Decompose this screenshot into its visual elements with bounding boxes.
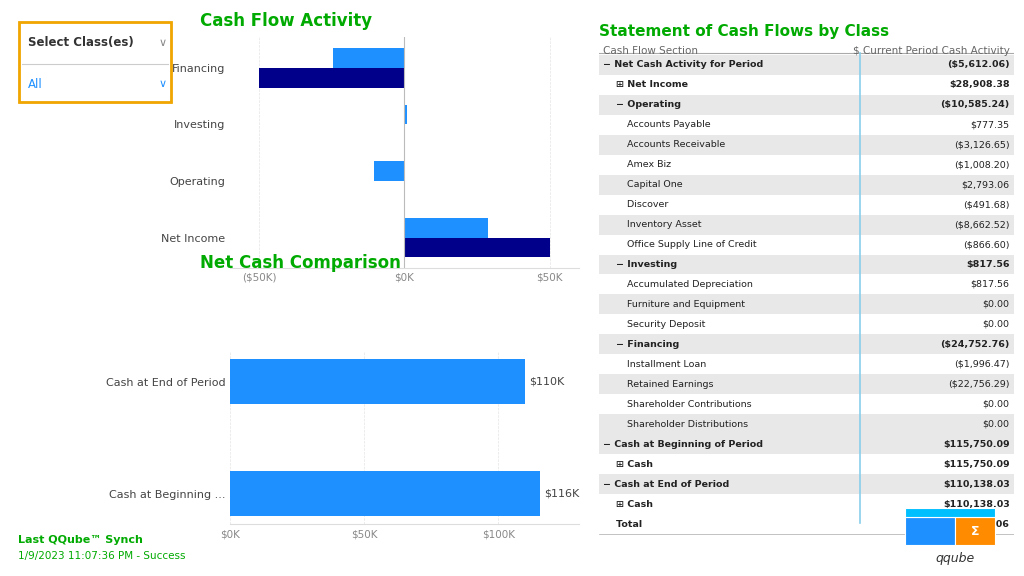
Text: ($24,752.76): ($24,752.76) xyxy=(940,340,1010,349)
Text: 1/9/2023 11:07:36 PM - Success: 1/9/2023 11:07:36 PM - Success xyxy=(18,551,186,560)
Text: $777.35: $777.35 xyxy=(971,120,1010,129)
Text: Shareholder Contributions: Shareholder Contributions xyxy=(603,400,752,409)
Text: $0.00: $0.00 xyxy=(983,320,1010,329)
Bar xyxy=(230,359,525,404)
Bar xyxy=(599,474,1014,494)
Text: Accounts Payable: Accounts Payable xyxy=(603,120,711,129)
Text: − Financing: − Financing xyxy=(603,340,680,349)
Text: ($1,008.20): ($1,008.20) xyxy=(954,160,1010,169)
Text: $0.00: $0.00 xyxy=(983,400,1010,409)
Text: Σ: Σ xyxy=(971,525,979,539)
Text: − Net Cash Activity for Period: − Net Cash Activity for Period xyxy=(603,60,764,69)
Text: $817.56: $817.56 xyxy=(971,280,1010,289)
Bar xyxy=(599,414,1014,434)
Text: ⊞ Cash: ⊞ Cash xyxy=(603,460,653,469)
Text: $817.56: $817.56 xyxy=(966,260,1010,269)
Text: Amex Biz: Amex Biz xyxy=(603,160,672,169)
Text: Retained Earnings: Retained Earnings xyxy=(603,380,714,389)
Text: Select Class(es): Select Class(es) xyxy=(28,36,134,49)
Text: $220,276.06: $220,276.06 xyxy=(943,520,1010,529)
Text: $116K: $116K xyxy=(545,489,580,499)
Bar xyxy=(374,161,404,181)
Bar xyxy=(599,95,1014,115)
Text: ($10,585.24): ($10,585.24) xyxy=(940,100,1010,109)
Bar xyxy=(333,48,404,68)
Text: Furniture and Equipment: Furniture and Equipment xyxy=(603,300,745,309)
Text: Last QQube™ Synch: Last QQube™ Synch xyxy=(18,535,143,544)
Text: − Cash at End of Period: − Cash at End of Period xyxy=(603,480,729,488)
Bar xyxy=(404,237,550,257)
Bar xyxy=(599,155,1014,175)
Bar xyxy=(599,234,1014,255)
Text: ($1,996.47): ($1,996.47) xyxy=(954,360,1010,369)
Text: Installment Loan: Installment Loan xyxy=(603,360,707,369)
Text: $115,750.09: $115,750.09 xyxy=(943,439,1010,449)
Text: Total: Total xyxy=(603,520,642,529)
Bar xyxy=(599,75,1014,95)
Bar xyxy=(599,454,1014,474)
Text: $110K: $110K xyxy=(529,377,564,386)
Bar xyxy=(599,255,1014,275)
Text: ($8,662.52): ($8,662.52) xyxy=(954,220,1010,229)
Text: ∨: ∨ xyxy=(159,79,167,89)
Text: Office Supply Line of Credit: Office Supply Line of Credit xyxy=(603,240,757,249)
Bar xyxy=(599,294,1014,314)
Text: ($866.60): ($866.60) xyxy=(964,240,1010,249)
Bar xyxy=(599,314,1014,335)
Text: ($22,756.29): ($22,756.29) xyxy=(948,380,1010,389)
Bar xyxy=(599,394,1014,414)
Text: Security Deposit: Security Deposit xyxy=(603,320,706,329)
Text: ($3,126.65): ($3,126.65) xyxy=(954,140,1010,149)
Text: Cash Flow Section: Cash Flow Section xyxy=(603,46,698,56)
Text: Shareholder Distributions: Shareholder Distributions xyxy=(603,420,749,429)
Bar xyxy=(599,115,1014,135)
Text: ⊞ Net Income: ⊞ Net Income xyxy=(603,80,688,89)
Bar xyxy=(905,517,954,545)
Text: Accounts Receivable: Accounts Receivable xyxy=(603,140,725,149)
Text: Inventory Asset: Inventory Asset xyxy=(603,220,701,229)
Text: Discover: Discover xyxy=(603,200,669,209)
Text: $2,793.06: $2,793.06 xyxy=(962,180,1010,189)
Bar xyxy=(599,494,1014,514)
Bar xyxy=(599,354,1014,374)
Bar xyxy=(599,275,1014,294)
Bar xyxy=(599,175,1014,195)
Text: Cash Flow Activity: Cash Flow Activity xyxy=(200,12,372,30)
Bar xyxy=(905,508,995,517)
Text: − Operating: − Operating xyxy=(603,100,681,109)
Text: All: All xyxy=(28,78,43,91)
Text: ($5,612.06): ($5,612.06) xyxy=(947,60,1010,69)
Text: $28,908.38: $28,908.38 xyxy=(949,80,1010,89)
Text: ($491.68): ($491.68) xyxy=(964,200,1010,209)
Bar xyxy=(599,374,1014,394)
Text: $0.00: $0.00 xyxy=(983,420,1010,429)
FancyBboxPatch shape xyxy=(18,22,171,102)
Text: $115,750.09: $115,750.09 xyxy=(943,460,1010,469)
Text: ∨: ∨ xyxy=(159,37,167,48)
Text: $0.00: $0.00 xyxy=(983,300,1010,309)
Text: Net Cash Comparison: Net Cash Comparison xyxy=(200,254,400,272)
Bar xyxy=(259,68,404,88)
Text: Accumulated Depreciation: Accumulated Depreciation xyxy=(603,280,753,289)
Bar xyxy=(599,215,1014,234)
Text: $110,138.03: $110,138.03 xyxy=(943,499,1010,509)
Text: qqube: qqube xyxy=(935,552,975,565)
Text: − Investing: − Investing xyxy=(603,260,677,269)
Text: Capital One: Capital One xyxy=(603,180,683,189)
Text: $110,138.03: $110,138.03 xyxy=(943,480,1010,488)
Bar xyxy=(404,218,488,237)
Bar xyxy=(599,195,1014,215)
Bar xyxy=(599,55,1014,75)
Bar xyxy=(599,335,1014,354)
Text: ⊞ Cash: ⊞ Cash xyxy=(603,499,653,509)
Bar xyxy=(599,434,1014,454)
Bar xyxy=(404,104,407,124)
Bar xyxy=(230,471,541,516)
Bar xyxy=(599,514,1014,534)
Text: $ Current Period Cash Activity: $ Current Period Cash Activity xyxy=(853,46,1010,56)
Bar xyxy=(954,517,995,545)
Bar xyxy=(599,135,1014,155)
Text: − Cash at Beginning of Period: − Cash at Beginning of Period xyxy=(603,439,763,449)
Text: Statement of Cash Flows by Class: Statement of Cash Flows by Class xyxy=(599,24,889,39)
